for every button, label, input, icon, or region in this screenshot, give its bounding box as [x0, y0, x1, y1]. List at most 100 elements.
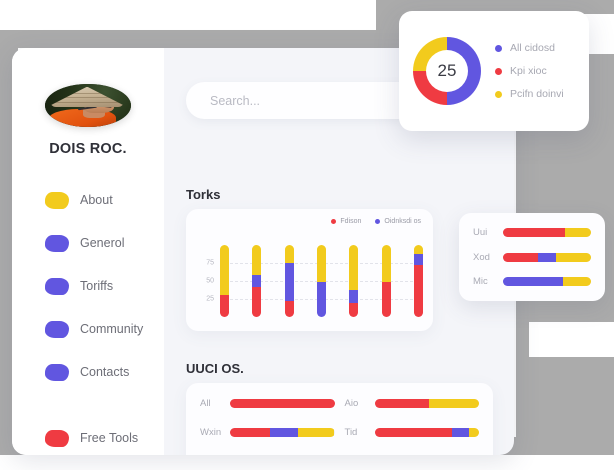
sidebar-item-label: Free Tools — [80, 431, 139, 445]
bar-segment-fdison — [413, 265, 423, 317]
progress-segment — [451, 427, 469, 437]
blob-icon-toriffs — [45, 277, 69, 295]
progress-rows: All Wxin Sico Aio Tid Pcp — [186, 383, 493, 455]
progress-row-label: Mic — [473, 276, 488, 287]
bar-segment-pcifn — [349, 245, 359, 290]
bar-segment-oidnksdi — [284, 263, 294, 302]
progress-segment — [374, 399, 429, 408]
sidebar-item-label: About — [80, 193, 113, 207]
progress-track[interactable] — [503, 228, 591, 237]
bar-segment-pcifn — [316, 245, 326, 282]
progress-row-label: All — [200, 398, 211, 409]
progress-segment — [374, 427, 452, 437]
section-title-torks: Torks — [186, 187, 221, 202]
progress-track[interactable] — [503, 277, 591, 286]
progress-row-label: Xod — [473, 251, 490, 263]
legend-item-fdison: Fdison — [331, 218, 361, 225]
y-tick-50: 50 — [206, 277, 214, 285]
progress-segment — [503, 252, 539, 262]
sidebar: DOIS ROC. About Generol Toriffs Communit… — [12, 48, 164, 455]
legend-label: All cidosd — [510, 42, 555, 54]
chart-legend: Fdison Oidnksdi os — [331, 218, 421, 225]
sidebar-item-label: Toriffs — [80, 279, 114, 293]
legend-dot-icon — [375, 219, 381, 224]
progress-track[interactable] — [503, 252, 591, 262]
legend-dot-icon — [495, 67, 502, 75]
progress-segment — [230, 427, 270, 437]
progress-row: Pcp — [345, 454, 480, 455]
legend-label: Kpi xioc — [510, 65, 547, 77]
profile-name: DOIS ROC. — [49, 141, 127, 157]
progress-track[interactable] — [230, 427, 335, 437]
blob-icon-contacts — [45, 363, 69, 381]
sidebar-item-toriffs[interactable]: Toriffs — [45, 269, 164, 303]
donut-legend: All cidosd Kpi xioc Pcifn doinvi — [495, 42, 564, 100]
sidebar-item-label: Community — [80, 322, 144, 336]
bar-3 — [284, 245, 294, 317]
bg-notch-c — [529, 322, 614, 357]
legend-dot-icon — [495, 44, 502, 52]
progress-segment — [269, 427, 298, 437]
progress-column-right: Aio Tid Pcp — [344, 397, 480, 455]
progress-row-label: Uui — [473, 227, 488, 238]
progress-row: Sico — [200, 454, 335, 455]
sidebar-item-about[interactable]: About — [45, 183, 164, 217]
progress-segment — [555, 252, 591, 262]
progress-row-label: Tid — [344, 426, 358, 438]
donut-chart: 25 — [413, 37, 481, 105]
sidebar-item-label: Generol — [80, 236, 125, 250]
sidebar-item-generol[interactable]: Generol — [45, 226, 164, 260]
progress-row: Uui — [473, 226, 591, 239]
progress-segment — [297, 427, 335, 437]
bar-4 — [316, 245, 326, 317]
donut-chart-card: 25 All cidosd Kpi xioc Pcifn doinvi — [399, 11, 589, 131]
bar-segment-oidnksdi — [252, 275, 262, 287]
legend-label: Fdison — [340, 218, 362, 225]
sidebar-item-free-tools[interactable]: Free Tools — [45, 421, 164, 455]
bg-block-right-notch — [516, 293, 614, 455]
progress-row: Wxin — [200, 426, 335, 439]
donut-legend-item-all-cidosd: All cidosd — [495, 42, 564, 54]
y-tick-25: 25 — [206, 295, 214, 303]
bar-segment-fdison — [381, 281, 391, 317]
bar-segment-oidnksdi — [413, 253, 423, 266]
bar-segment-oidnksdi — [349, 289, 359, 303]
bar-segment-pcifn — [284, 245, 294, 264]
bg-block-top — [0, 30, 390, 48]
bar-segment-pcifn — [413, 245, 423, 254]
progress-track[interactable] — [230, 399, 335, 408]
sidebar-item-label: Contacts — [80, 365, 130, 379]
uuci-progress-card: All Wxin Sico Aio Tid Pcp — [186, 383, 493, 455]
sidebar-item-contacts[interactable]: Contacts — [45, 355, 164, 389]
blob-icon-generol — [45, 234, 69, 252]
bar-segment-pcifn — [381, 245, 391, 282]
progress-row-label: Wxin — [200, 426, 222, 438]
legend-dot-icon — [495, 90, 502, 98]
progress-track[interactable] — [374, 399, 479, 408]
bar-segment-pcifn — [252, 245, 262, 276]
donut-legend-item-kpi-xioc: Kpi xioc — [495, 65, 564, 77]
progress-segment — [468, 427, 479, 437]
bar-segment-fdison — [252, 286, 262, 317]
bar-segment-fdison — [349, 302, 359, 317]
y-tick-75: 75 — [206, 259, 214, 267]
bar-2 — [252, 245, 262, 317]
bar-segment-pcifn — [220, 245, 229, 296]
progress-segment — [503, 228, 565, 237]
progress-segment — [503, 277, 563, 286]
app-window: DOIS ROC. About Generol Toriffs Communit… — [12, 48, 514, 455]
legend-item-oidnksdi: Oidnksdi os — [375, 218, 421, 225]
bar-1 — [220, 245, 229, 317]
bar-segment-fdison — [220, 295, 229, 317]
chart-bars — [220, 245, 423, 317]
sidebar-item-community[interactable]: Community — [45, 312, 164, 346]
legend-dot-icon — [331, 219, 337, 224]
progress-row: All — [200, 397, 335, 410]
bar-segment-fdison — [284, 301, 294, 317]
blob-icon-community — [45, 320, 69, 338]
progress-row: Tid — [344, 426, 479, 439]
progress-segment — [428, 399, 479, 408]
progress-track[interactable] — [374, 427, 479, 437]
progress-segment — [562, 277, 591, 286]
donut-center-value: 25 — [426, 50, 468, 92]
